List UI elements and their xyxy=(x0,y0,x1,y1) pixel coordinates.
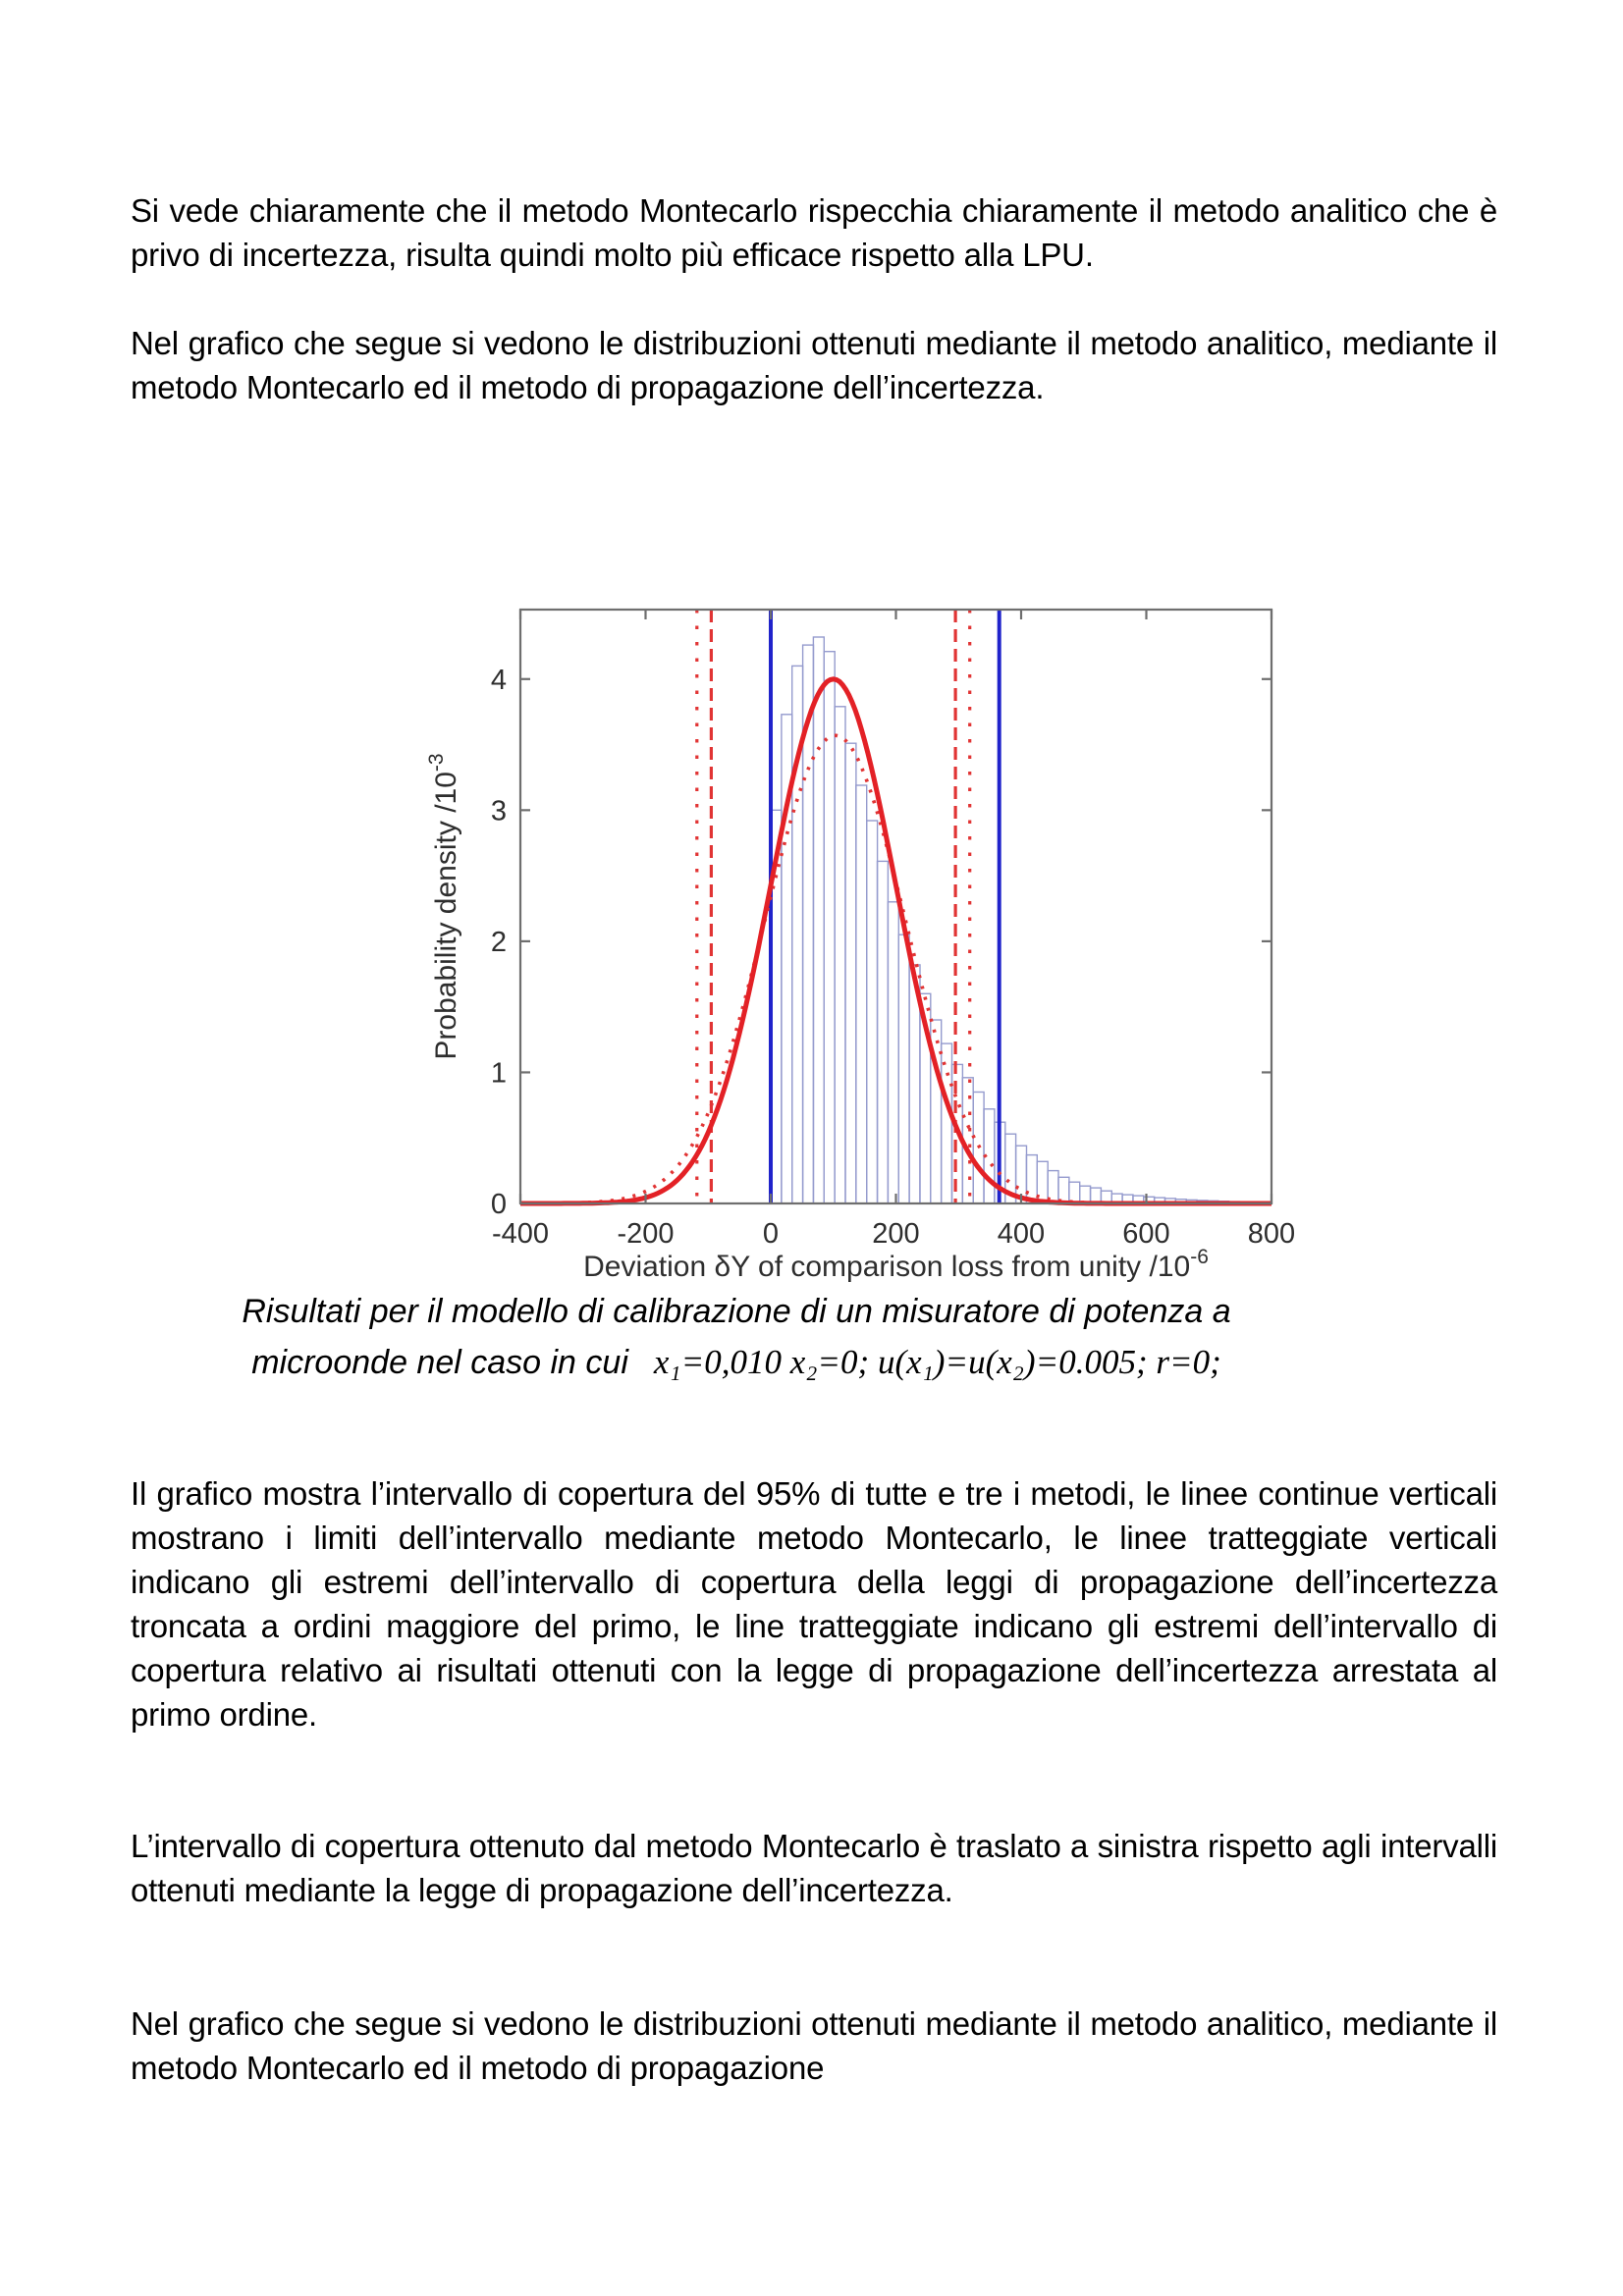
y-tick-label: 2 xyxy=(491,927,507,958)
x-tick-label: 200 xyxy=(872,1218,919,1250)
figure-chart: -400 -200 0 200 400 600 800 0 1 2 3 4 Deviation δY o… xyxy=(422,587,1316,1284)
figure-caption: Risultati per il modello di calibrazione… xyxy=(147,1287,1325,1388)
x-tick-label: 800 xyxy=(1248,1218,1295,1250)
paragraph-1: Si vede chiaramente che il metodo Montec… xyxy=(131,192,1497,273)
x-tick-label: -200 xyxy=(617,1218,674,1250)
x-tick-label: 0 xyxy=(763,1218,779,1250)
curve-lpu-first-order-pdf xyxy=(520,733,1271,1205)
y-axis-label: Probability density /10-3 xyxy=(425,753,462,1059)
paragraph-5: Nel grafico che segue si vedono le distr… xyxy=(131,2005,1497,2086)
caption-formula: x₁=0,010 x₂=0; u(x₁)=u(x₂)=0.005; r=0; xyxy=(653,1343,1221,1381)
y-tick-label: 1 xyxy=(491,1057,507,1089)
x-axis-label: Deviation δY of comparison loss from uni… xyxy=(583,1246,1209,1283)
x-tick-label: -400 xyxy=(492,1218,549,1250)
paragraph-4: L’intervallo di copertura ottenuto dal m… xyxy=(131,1828,1497,1908)
probability-density-chart: -400 -200 0 200 400 600 800 0 1 2 3 4 Deviation δY o… xyxy=(425,608,1295,1283)
x-tick-label: 400 xyxy=(998,1218,1045,1250)
y-tick-label: 3 xyxy=(491,795,507,827)
axes-box xyxy=(518,608,1273,1205)
caption-line-2-text: microonde nel caso in cui xyxy=(251,1344,628,1381)
y-tick-label: 4 xyxy=(491,665,507,696)
y-tick-label: 0 xyxy=(491,1189,507,1220)
caption-line-1: Risultati per il modello di calibrazione… xyxy=(242,1293,1231,1330)
paragraph-2: Nel grafico che segue si vedono le distr… xyxy=(131,325,1497,405)
curve-analytic-pdf xyxy=(520,676,1271,1206)
paragraph-3: Il grafico mostra l’intervallo di copert… xyxy=(131,1475,1497,1733)
x-tick-label: 600 xyxy=(1122,1218,1169,1250)
caption-line-2: microonde nel caso in cui x₁=0,010 x₂=0; … xyxy=(147,1337,1325,1388)
histogram-bars xyxy=(770,636,1272,1204)
axis-ticks xyxy=(518,610,1273,1205)
